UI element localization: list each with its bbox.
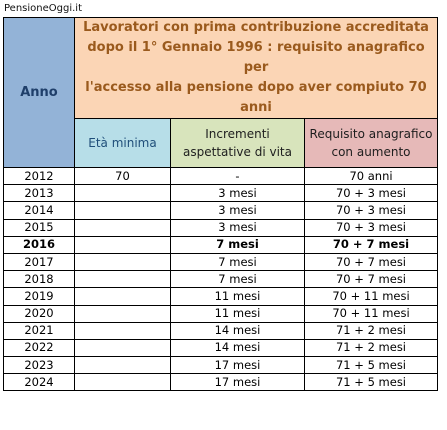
incremento-cell: 11 mesi <box>170 304 305 323</box>
year-cell: 2014 <box>3 201 75 220</box>
incremento-cell: 3 mesi <box>170 184 305 203</box>
incremento-cell: 14 mesi <box>170 321 305 340</box>
title-line: l'accesso alla pensione dopo aver compiu… <box>85 80 427 115</box>
incremento-cell: 11 mesi <box>170 287 305 306</box>
incremento-cell: 14 mesi <box>170 338 305 358</box>
year-cell: 2013 <box>3 184 75 203</box>
requisito-cell: 70 + 11 mesi <box>303 304 439 323</box>
incrementi-header: Incrementi aspettative di vita <box>170 118 305 168</box>
requisito-cell: 71 + 2 mesi <box>303 338 439 358</box>
requisito-cell: 70 + 3 mesi <box>303 184 439 203</box>
eta-cell <box>74 218 171 237</box>
table-row: 2024 17 mesi 71 + 5 mesi <box>3 373 439 392</box>
header-line: con aumento <box>331 145 411 159</box>
incremento-cell: 17 mesi <box>170 373 305 392</box>
requisito-cell: 71 + 5 mesi <box>303 373 439 392</box>
year-cell: 2018 <box>3 270 75 289</box>
anno-header: Anno <box>3 17 75 168</box>
incremento-cell: 7 mesi <box>170 252 305 272</box>
requisito-cell: 71 + 2 mesi <box>303 321 439 340</box>
title-line: dopo il 1° Gennaio 1996 : requisito anag… <box>87 40 425 75</box>
table-row: 2015 3 mesi 70 + 3 mesi <box>3 218 439 237</box>
eta-cell: 70 <box>74 166 171 186</box>
brand-label: PensioneOggi.it <box>4 3 82 14</box>
table-row: 2016 7 mesi 70 + 7 mesi <box>3 235 439 254</box>
year-cell: 2012 <box>3 166 75 186</box>
incremento-cell: 7 mesi <box>170 235 305 254</box>
table-row: 2013 3 mesi 70 + 3 mesi <box>3 184 439 203</box>
incremento-cell: 17 mesi <box>170 356 305 375</box>
year-cell: 2015 <box>3 218 75 237</box>
requisito-header: Requisito anagrafico con aumento <box>303 118 439 168</box>
table-row: 2012 70-70 anni <box>3 166 439 186</box>
year-cell: 2022 <box>3 338 75 358</box>
year-cell: 2020 <box>3 304 75 323</box>
requisito-cell: 70 + 11 mesi <box>303 287 439 306</box>
eta-cell <box>74 201 171 220</box>
header-row-title: Anno Lavoratori con prima contribuzione … <box>3 17 439 168</box>
table-row: 2023 17 mesi 71 + 5 mesi <box>3 356 439 375</box>
eta-cell <box>74 184 171 203</box>
requisito-cell: 71 + 5 mesi <box>303 356 439 375</box>
header-line: Requisito anagrafico <box>309 127 433 141</box>
requisito-cell: 70 + 7 mesi <box>303 252 439 272</box>
table-row: 2021 14 mesi 71 + 2 mesi <box>3 321 439 340</box>
incremento-cell: 7 mesi <box>170 270 305 289</box>
requisito-cell: 70 + 3 mesi <box>303 201 439 220</box>
eta-cell <box>74 270 171 289</box>
incremento-cell: - <box>170 166 305 186</box>
year-cell: 2021 <box>3 321 75 340</box>
year-cell: 2016 <box>3 235 75 254</box>
table-row: 2014 3 mesi 70 + 3 mesi <box>3 201 439 220</box>
eta-cell <box>74 356 171 375</box>
year-cell: 2017 <box>3 252 75 272</box>
table-row: 2017 7 mesi 70 + 7 mesi <box>3 252 439 272</box>
pension-table: Anno Lavoratori con prima contribuzione … <box>3 17 439 392</box>
requisito-cell: 70 + 7 mesi <box>303 270 439 289</box>
eta-cell <box>74 373 171 392</box>
table-row: 2020 11 mesi 70 + 11 mesi <box>3 304 439 323</box>
incremento-cell: 3 mesi <box>170 218 305 237</box>
eta-cell <box>74 338 171 358</box>
title-line: Lavoratori con prima contribuzione accre… <box>83 20 429 35</box>
table-row: 2022 14 mesi 71 + 2 mesi <box>3 338 439 358</box>
year-cell: 2024 <box>3 373 75 392</box>
header-line: aspettative di vita <box>183 145 292 159</box>
requisito-cell: 70 + 3 mesi <box>303 218 439 237</box>
eta-cell <box>74 235 171 254</box>
year-cell: 2023 <box>3 356 75 375</box>
requisito-cell: 70 anni <box>303 166 439 186</box>
incremento-cell: 3 mesi <box>170 201 305 220</box>
requisito-cell: 70 + 7 mesi <box>303 235 439 254</box>
header-row-columns: Età minima Incrementi aspettative di vit… <box>4 118 439 168</box>
header-line: Incrementi <box>205 127 270 141</box>
eta-cell <box>74 252 171 272</box>
table-row: 2018 7 mesi 70 + 7 mesi <box>3 270 439 289</box>
eta-cell <box>74 321 171 340</box>
table-title: Lavoratori con prima contribuzione accre… <box>73 17 439 119</box>
eta-cell <box>74 287 171 306</box>
eta-cell <box>74 304 171 323</box>
table-row: 2019 11 mesi 70 + 11 mesi <box>3 287 439 306</box>
year-cell: 2019 <box>3 287 75 306</box>
eta-minima-header: Età minima <box>74 118 171 168</box>
